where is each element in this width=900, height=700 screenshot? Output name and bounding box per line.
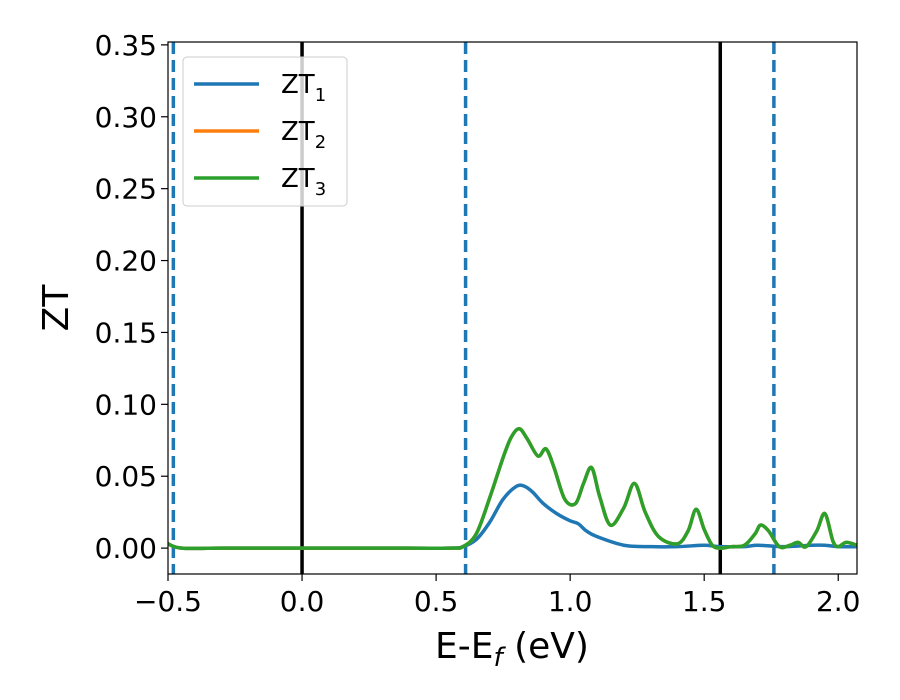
x-tick-label: 2.0 [816,585,861,618]
plot-frame [167,41,858,575]
x-tick-label: 0.0 [280,585,325,618]
x-tick-label: −0.5 [134,585,202,618]
y-tick-label: 0.10 [95,388,157,421]
y-tick-label: 0.00 [95,532,157,565]
series-line-zt3 [168,427,857,551]
series-line-zt1 [168,483,857,551]
x-tick-label: 1.5 [682,585,727,618]
legend-box [182,56,348,207]
y-tick-label: 0.25 [95,173,157,206]
legend: ZT1 ZT2 ZT3 [182,56,348,207]
x-axis: −0.5 0.0 0.5 1.0 1.5 2.0 [134,574,860,618]
y-tick-label: 0.15 [95,316,157,349]
y-axis-title: ZT [36,284,77,332]
legend-label-zt2: ZT2 [281,117,326,153]
legend-label-zt1: ZT1 [281,70,326,106]
x-tick-label: 0.5 [414,585,459,618]
y-tick-label: 0.35 [95,29,157,62]
x-axis-title: E-Ef (eV) [435,626,589,673]
y-tick-label: 0.05 [95,460,157,493]
x-tick-label: 1.0 [548,585,593,618]
legend-label-zt3: ZT3 [281,164,326,200]
y-tick-label: 0.20 [95,245,157,278]
y-axis: 0.00 0.05 0.10 0.15 0.20 0.25 0.30 0.35 [95,29,168,565]
series-lines [168,427,857,551]
y-tick-label: 0.30 [95,101,157,134]
